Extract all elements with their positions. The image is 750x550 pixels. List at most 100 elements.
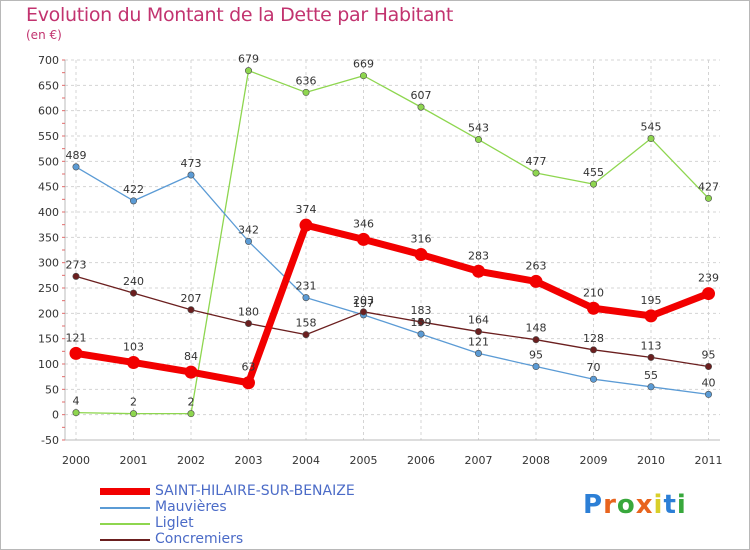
- data-label: 545: [641, 121, 662, 134]
- data-point: [704, 194, 712, 202]
- y-tick-label: 100: [38, 358, 59, 371]
- x-tick-label: 2000: [62, 454, 90, 467]
- data-label: 183: [411, 304, 432, 317]
- data-point: [704, 390, 712, 398]
- y-tick-label: 200: [38, 307, 59, 320]
- data-point: [589, 180, 597, 188]
- data-label: 84: [184, 350, 198, 363]
- data-point: [414, 248, 428, 262]
- data-point: [647, 353, 655, 361]
- data-point: [72, 409, 80, 417]
- logo-letter: x: [635, 490, 654, 520]
- data-label: 210: [583, 286, 604, 299]
- data-label: 121: [66, 331, 87, 344]
- data-label: 346: [353, 217, 374, 230]
- data-label: 636: [296, 74, 317, 87]
- data-label: 607: [411, 89, 432, 102]
- legend-label: Concremiers: [155, 531, 244, 547]
- data-label: 197: [353, 297, 374, 310]
- x-tick-label: 2007: [465, 454, 493, 467]
- data-point: [130, 197, 138, 205]
- data-labels: 4 2 26796366696075434774555454274894224733…: [66, 53, 720, 409]
- data-point: [529, 274, 543, 288]
- data-point: [472, 264, 485, 278]
- data-label: 40: [702, 376, 716, 389]
- logo-letter: r: [603, 490, 617, 520]
- chart-title: Evolution du Montant de la Dette par Hab…: [26, 4, 454, 26]
- x-tick-label: 2008: [522, 454, 550, 467]
- y-tick-label: 150: [38, 333, 59, 346]
- data-point: [359, 308, 367, 316]
- data-point: [302, 331, 310, 339]
- y-tick-label: 500: [38, 155, 59, 168]
- data-label: 473: [181, 157, 202, 170]
- data-point: [647, 383, 655, 391]
- y-tick-label: 450: [38, 181, 59, 194]
- data-point: [187, 171, 195, 179]
- data-label: 669: [353, 58, 374, 71]
- data-label: 103: [123, 340, 144, 353]
- y-tick-label: 300: [38, 257, 59, 270]
- data-point: [589, 346, 597, 354]
- axes: -50 0 50 100 150 200 250 300 350 400 450 500 550 600 6…: [38, 54, 723, 467]
- data-point: [474, 136, 482, 144]
- data-point: [474, 349, 482, 357]
- data-label: 128: [583, 332, 604, 345]
- series-line: [75, 166, 710, 396]
- data-point: [184, 365, 198, 379]
- data-label: 70: [587, 361, 601, 374]
- data-point: [587, 301, 600, 315]
- data-label: 316: [411, 233, 432, 246]
- data-label: 164: [468, 314, 489, 327]
- series-lines: [69, 67, 715, 418]
- data-point: [299, 218, 313, 232]
- proxiti-logo: Proxiti: [583, 490, 687, 520]
- data-point: [245, 67, 253, 75]
- data-label: 195: [641, 294, 662, 307]
- x-tick-label: 2002: [177, 454, 205, 467]
- data-label: 342: [238, 223, 259, 236]
- data-point: [417, 330, 425, 338]
- data-label: 422: [123, 183, 144, 196]
- data-point: [417, 103, 425, 111]
- legend-label: Liglet: [155, 515, 194, 531]
- y-tick-label: 650: [38, 79, 59, 92]
- data-point: [644, 309, 658, 323]
- legend-swatch: [100, 539, 150, 541]
- logo-letter: o: [616, 490, 636, 520]
- x-tick-label: 2005: [350, 454, 378, 467]
- logo-letter: P: [583, 490, 604, 520]
- x-tick-label: 2009: [580, 454, 608, 467]
- series-line: [72, 221, 712, 387]
- data-label: 95: [702, 349, 716, 362]
- x-tick-label: 2006: [407, 454, 435, 467]
- y-tick-label: 600: [38, 105, 59, 118]
- data-point: [357, 232, 370, 246]
- data-label: 489: [66, 149, 87, 162]
- legend-label: SAINT-HILAIRE-SUR-BENAIZE: [155, 483, 355, 499]
- data-label: 263: [526, 259, 547, 272]
- data-point: [702, 287, 715, 301]
- data-point: [302, 294, 310, 302]
- data-label: 477: [526, 155, 547, 168]
- x-tick-label: 2001: [120, 454, 148, 467]
- chart-subtitle: (en €): [26, 28, 62, 42]
- data-point: [72, 163, 80, 171]
- data-label: 239: [698, 272, 719, 285]
- data-point: [72, 272, 80, 280]
- data-point: [187, 306, 195, 314]
- y-tick-label: 350: [38, 231, 59, 244]
- data-label: 159: [411, 316, 432, 329]
- y-tick-label: -50: [41, 434, 59, 447]
- logo-letter: i: [676, 490, 687, 520]
- data-point: [474, 328, 482, 336]
- y-tick-label: 50: [45, 383, 59, 396]
- data-label: 2: [188, 396, 195, 409]
- data-label: 679: [238, 53, 259, 66]
- data-point: [245, 237, 253, 245]
- data-label: 543: [468, 122, 489, 135]
- x-tick-label: 2003: [235, 454, 263, 467]
- data-point: [589, 375, 597, 383]
- data-label: 203: [353, 294, 374, 307]
